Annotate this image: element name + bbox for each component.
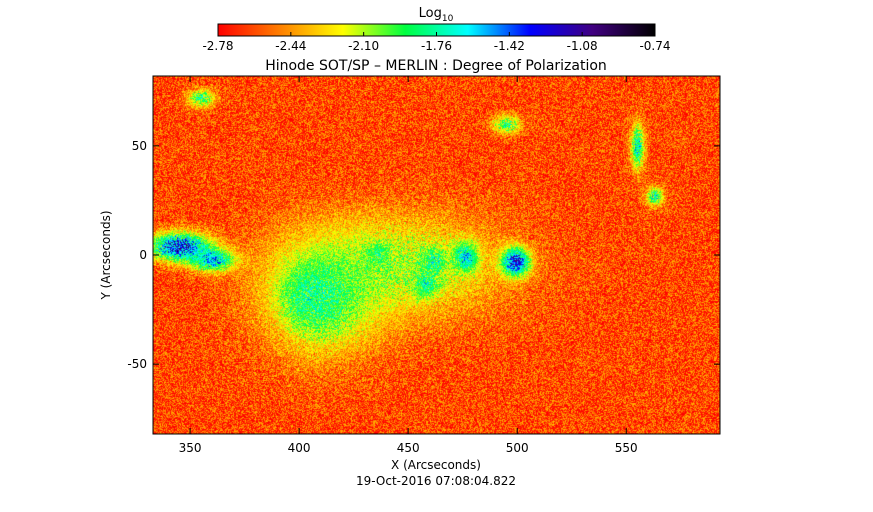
heatmap-image bbox=[153, 76, 720, 434]
x-tick-label: 550 bbox=[615, 441, 638, 455]
colorbar-tick-label: -1.42 bbox=[494, 39, 525, 53]
colorbar-ticks: -2.78 -2.44 -2.10 -1.76 -1.42 -1.08 -0.74 bbox=[202, 32, 671, 53]
y-axis: -50 0 50 bbox=[127, 139, 720, 371]
y-tick-label: -50 bbox=[127, 357, 147, 371]
x-tick-label: 400 bbox=[288, 441, 311, 455]
y-axis-label: Y (Arcseconds) bbox=[99, 210, 113, 300]
x-axis: 350 400 450 500 550 bbox=[179, 76, 638, 455]
timestamp: 19-Oct-2016 07:08:04.822 bbox=[356, 474, 516, 488]
colorbar-label: Log10 bbox=[419, 6, 454, 24]
colorbar-tick-label: -2.78 bbox=[202, 39, 233, 53]
x-tick-label: 350 bbox=[179, 441, 202, 455]
x-axis-label: X (Arcseconds) bbox=[391, 458, 481, 472]
colorbar-tick-label: -1.08 bbox=[567, 39, 598, 53]
colorbar-label-main: Log bbox=[419, 6, 442, 21]
y-tick-label: 50 bbox=[132, 139, 147, 153]
colorbar: Log10 -2.78 -2.44 -2.10 -1.76 -1.42 -1.08 -0.7… bbox=[202, 6, 670, 53]
colorbar-tick-label: -2.10 bbox=[348, 39, 379, 53]
y-tick-label: 0 bbox=[139, 248, 147, 262]
x-tick-label: 450 bbox=[397, 441, 420, 455]
chart-title: Hinode SOT/SP – MERLIN : Degree of Polar… bbox=[265, 58, 607, 74]
colorbar-label-sub: 10 bbox=[442, 14, 454, 24]
x-tick-label: 500 bbox=[506, 441, 529, 455]
colorbar-tick-label: -0.74 bbox=[639, 39, 670, 53]
colorbar-tick-label: -2.44 bbox=[275, 39, 306, 53]
colorbar-tick-label: -1.76 bbox=[421, 39, 452, 53]
plot-area: 350 400 450 500 550 -50 0 50 bbox=[127, 75, 721, 455]
